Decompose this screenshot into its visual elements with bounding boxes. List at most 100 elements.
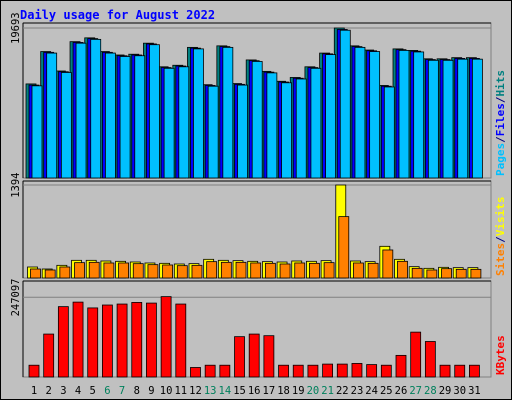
x-tick-label-day-7: 7 [119,385,125,397]
hits-panel: 19693 Pages/Files/Hits [10,12,507,179]
hits-bar-pages-day-8 [134,55,146,179]
x-tick-label-day-10: 10 [160,385,173,397]
visits-bar-sites-day-15 [235,261,247,279]
kbytes-bar-kbytes-day-1 [28,364,40,378]
kbytes-bar-kbytes-day-10 [160,296,172,378]
hits-bar-pages-day-26 [398,50,410,179]
visits-bar-sites-day-16 [250,262,262,279]
hits-bar-pages-day-4 [75,42,87,179]
hits-bar-pages-day-15 [237,84,248,179]
x-tick-label-day-23: 23 [351,385,364,397]
kbytes-bar-kbytes-day-30 [454,364,466,378]
visits-bar-sites-day-7 [118,262,129,279]
kbytes-bar-kbytes-day-6 [102,304,113,378]
visits-bar-sites-day-2 [44,269,56,279]
hits-bar-pages-day-17 [266,72,278,179]
kbytes-bar-kbytes-day-7 [116,303,128,378]
hits-bar-pages-day-12 [193,48,204,179]
kbytes-bar-kbytes-day-13 [204,364,216,378]
kbytes-bar-kbytes-day-28 [424,341,436,378]
kbytes-bar-kbytes-day-15 [234,336,245,378]
visits-bar-sites-day-28 [426,269,438,279]
kbytes-bar-kbytes-day-11 [175,303,187,378]
visits-bar-sites-day-27 [411,267,423,279]
x-tick-label-day-1: 1 [31,385,37,397]
kbytes-bar-kbytes-day-26 [395,354,407,378]
x-tick-label-day-22: 22 [336,385,349,397]
kbytes-bar-kbytes-day-24 [366,364,378,378]
x-tick-label-day-4: 4 [75,385,81,397]
kbytes-bar-kbytes-day-20 [307,364,319,378]
hits-bar-pages-day-29 [442,59,454,179]
visits-bar-sites-day-11 [176,265,188,279]
kbytes-bar-kbytes-day-23 [351,363,363,378]
x-tick-label-day-17: 17 [263,385,276,397]
kbytes-bar-kbytes-day-29 [439,364,451,378]
hits-bar-pages-day-30 [457,58,469,179]
kbytes-panel: 247097 KBytes [10,278,507,378]
hits-legend-item-4: Hits [494,70,507,97]
hits-bar-pages-day-6 [105,52,116,179]
visits-legend: Sites/Visits [494,197,507,277]
x-tick-label-day-2: 2 [46,385,52,397]
visits-bar-sites-day-30 [455,268,467,279]
kbytes-bar-kbytes-day-19 [292,364,304,378]
hits-bar-pages-day-10 [163,67,175,179]
x-tick-label-day-18: 18 [277,385,290,397]
visits-bar-sites-day-18 [279,263,291,279]
x-tick-label-day-27: 27 [409,385,422,397]
kbytes-bar-kbytes-day-21 [322,363,334,378]
visits-bar-sites-day-31 [470,268,482,279]
x-tick-label-day-8: 8 [134,385,140,397]
hits-bar-pages-day-13 [207,85,219,179]
kbytes-bar-kbytes-day-3 [57,306,69,378]
x-tick-label-day-21: 21 [321,385,334,397]
hits-legend: Pages/Files/Hits [494,70,507,176]
visits-bar-sites-day-22 [338,216,350,279]
hits-bar-pages-day-1 [31,85,43,179]
x-tick-label-day-11: 11 [174,385,187,397]
visits-ymax-label: 1394 [10,173,22,198]
hits-bar-pages-day-5 [90,38,102,179]
visits-legend-item-0: Sites [494,243,507,276]
hits-bar-pages-day-20 [310,67,322,179]
hits-bar-pages-day-27 [413,51,425,179]
hits-bar-pages-day-7 [119,56,131,179]
x-tick-label-day-31: 31 [468,385,481,397]
kbytes-bar-kbytes-day-12 [190,367,201,378]
hits-bar-pages-day-25 [383,86,395,179]
kbytes-bar-kbytes-day-16 [248,333,260,378]
x-tick-label-day-5: 5 [90,385,96,397]
kbytes-ymax-label: 247097 [10,278,22,316]
hits-ymax-label: 19693 [10,12,22,44]
hits-bar-pages-day-22 [339,29,351,179]
visits-bar-sites-day-3 [59,266,71,279]
visits-bar-sites-day-6 [103,262,115,279]
hits-bar-pages-day-21 [325,54,337,179]
hits-legend-item-3: / [494,96,507,103]
x-tick-label-day-6: 6 [104,385,110,397]
visits-bar-sites-day-1 [30,268,41,279]
kbytes-legend-item-0: KBytes [494,335,507,375]
kbytes-bar-kbytes-day-27 [410,331,422,378]
x-tick-label-day-15: 15 [233,385,246,397]
visits-bar-sites-day-21 [323,262,335,279]
hits-bar-pages-day-11 [178,66,190,179]
visits-bar-sites-day-5 [88,261,100,279]
kbytes-bar-kbytes-day-17 [263,335,275,378]
visits-legend-item-1: / [494,236,507,243]
visits-bar-sites-day-17 [264,262,276,279]
visits-bar-sites-day-20 [309,262,320,279]
kbytes-bar-kbytes-day-5 [87,307,99,378]
visits-bar-sites-day-23 [353,262,364,279]
hits-bar-pages-day-31 [471,58,483,179]
x-tick-label-day-9: 9 [148,385,154,397]
visits-legend-item-2: Visits [494,197,507,237]
hits-bar-pages-day-3 [60,72,72,179]
visits-bar-sites-day-14 [220,261,232,279]
visits-panel: 1394 Sites/Visits [10,173,507,279]
x-tick-label-day-16: 16 [248,385,261,397]
x-tick-label-day-26: 26 [395,385,408,397]
